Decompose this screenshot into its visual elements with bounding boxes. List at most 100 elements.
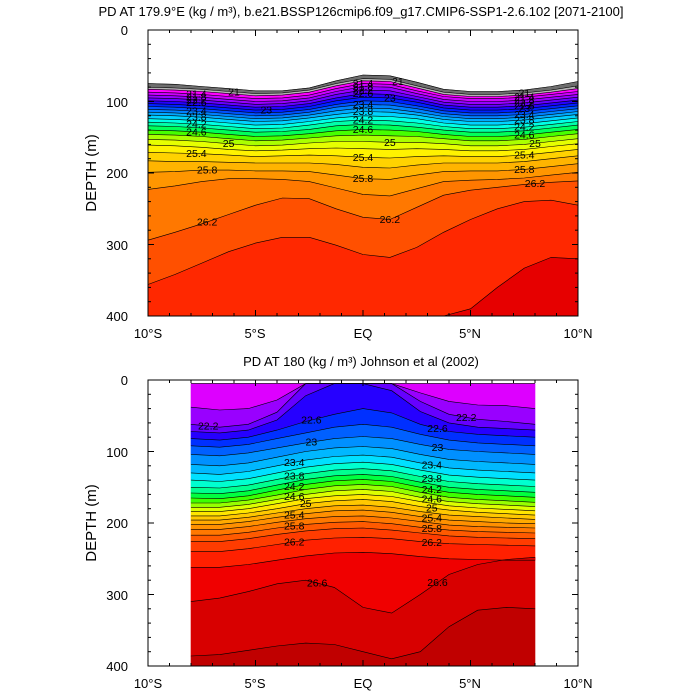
- contour-label: 24.2: [353, 115, 374, 127]
- contour-line: [147, 172, 579, 197]
- contour-label: 23.4: [186, 106, 207, 118]
- contour-line: [147, 104, 579, 117]
- bottom-chart-title: PD AT 180 (kg / m³) Johnson et al (2002): [243, 354, 479, 369]
- top-panel: PD AT 179.9°E (kg / m³), b.e21.BSSP126cm…: [83, 4, 624, 341]
- contour-label: 23.8: [353, 106, 374, 118]
- contour-line: [190, 468, 536, 489]
- top-y-tick-label: 300: [106, 238, 128, 253]
- contour-label: 26.2: [422, 537, 443, 549]
- contour-line: [147, 89, 579, 105]
- contour-line: [191, 504, 536, 521]
- top-x-tick-label: 5°S: [244, 326, 265, 341]
- contour-label: 22.2: [514, 97, 535, 109]
- contour-label: 21.8: [353, 81, 374, 93]
- bottom-tick-marks: [147, 379, 579, 667]
- contour-label: 21.4: [186, 89, 207, 101]
- contour-label: 23: [306, 437, 318, 449]
- contour-label: 23: [384, 92, 396, 104]
- contour-label: 26.2: [380, 214, 401, 226]
- contour-line: [147, 133, 579, 142]
- contour-line: [147, 74, 579, 92]
- contour-line: [190, 408, 536, 441]
- bottom-x-tick-label: EQ: [354, 676, 373, 691]
- contour-line: [191, 509, 536, 525]
- contour-line: [147, 80, 579, 97]
- top-contour-lines: [147, 74, 579, 317]
- contour-line: [147, 129, 579, 137]
- bottom-y-tick-label: 200: [106, 516, 128, 531]
- top-x-tick-label: EQ: [354, 326, 373, 341]
- contour-label: 24.2: [422, 484, 443, 496]
- contour-label: 22.2: [186, 94, 207, 106]
- contour-line: [147, 111, 579, 122]
- contour-label: 25: [529, 138, 541, 150]
- contour-line: [147, 93, 579, 108]
- contour-label: 23.4: [284, 457, 305, 469]
- contour-label: 23: [518, 103, 530, 115]
- bottom-x-tick-label: 5°S: [244, 676, 265, 691]
- bottom-y-tick-label: 300: [106, 588, 128, 603]
- contour-line: [191, 484, 536, 504]
- contour-label: 26.6: [307, 578, 328, 590]
- contour-label: 23: [432, 442, 444, 454]
- top-y-tick-label: 0: [121, 23, 128, 38]
- top-y-tick-label: 200: [106, 166, 128, 181]
- contour-label: 24.6: [514, 130, 535, 142]
- contour-line: [147, 138, 579, 147]
- contour-line: [147, 155, 579, 169]
- contour-label: 21.4: [514, 92, 535, 104]
- bottom-panel: PD AT 180 (kg / m³) Johnson et al (2002)…: [83, 354, 593, 691]
- top-chart-title: PD AT 179.9°E (kg / m³), b.e21.BSSP126cm…: [98, 4, 623, 19]
- contour-label: 25.4: [284, 510, 305, 522]
- contour-label: 26.2: [284, 536, 305, 548]
- contour-label: 21: [228, 86, 240, 98]
- bottom-y-tick-label: 100: [106, 445, 128, 460]
- contour-line: [191, 489, 536, 508]
- top-y-tick-label: 100: [106, 95, 128, 110]
- contour-line: [190, 557, 536, 614]
- contour-line: [191, 515, 536, 530]
- contour-label: 22.6: [301, 415, 322, 427]
- contour-label: 25.4: [514, 150, 535, 162]
- contour-label: 22.2: [456, 412, 477, 424]
- contour-line: [190, 423, 536, 448]
- contour-label: 25.8: [353, 173, 374, 185]
- contour-line: [190, 461, 536, 482]
- bottom-y-tick-label: 0: [121, 373, 128, 388]
- contour-label: 24.6: [353, 124, 374, 136]
- contour-label: 25.8: [514, 164, 535, 176]
- contour-label: 24.6: [186, 127, 207, 139]
- contour-label: 22.6: [353, 88, 374, 100]
- contour-label: 24.2: [284, 481, 305, 493]
- contour-line: [147, 180, 579, 241]
- contour-line: [147, 143, 579, 152]
- contour-label: 23.4: [422, 459, 443, 471]
- contour-label: 21: [518, 87, 530, 99]
- contour-label: 24.2: [186, 119, 207, 131]
- top-tick-marks: [147, 29, 579, 317]
- bottom-x-tick-label: 10°N: [563, 676, 592, 691]
- contour-label: 23.8: [284, 471, 305, 483]
- contour-line: [190, 454, 536, 475]
- contour-line: [147, 124, 579, 133]
- top-y-tick-label: 400: [106, 309, 128, 324]
- contour-label: 24.2: [514, 122, 535, 134]
- contour-line: [147, 86, 579, 102]
- contour-label: 23.8: [186, 111, 207, 123]
- contour-label: 23.8: [514, 115, 535, 127]
- contour-label: 26.2: [525, 178, 546, 190]
- contour-line: [147, 100, 579, 114]
- contour-line: [190, 436, 536, 457]
- contour-line: [190, 474, 536, 495]
- bottom-contour-fills: [190, 383, 536, 667]
- contour-line: [147, 115, 579, 126]
- contour-line: [190, 479, 536, 500]
- contour-label: 25: [223, 138, 235, 150]
- top-y-axis-label: DEPTH (m): [83, 134, 100, 212]
- contour-label: 26.6: [427, 577, 448, 589]
- contour-label: 21.8: [514, 95, 535, 107]
- contour-label: 22.6: [427, 423, 448, 435]
- contour-line: [147, 96, 579, 111]
